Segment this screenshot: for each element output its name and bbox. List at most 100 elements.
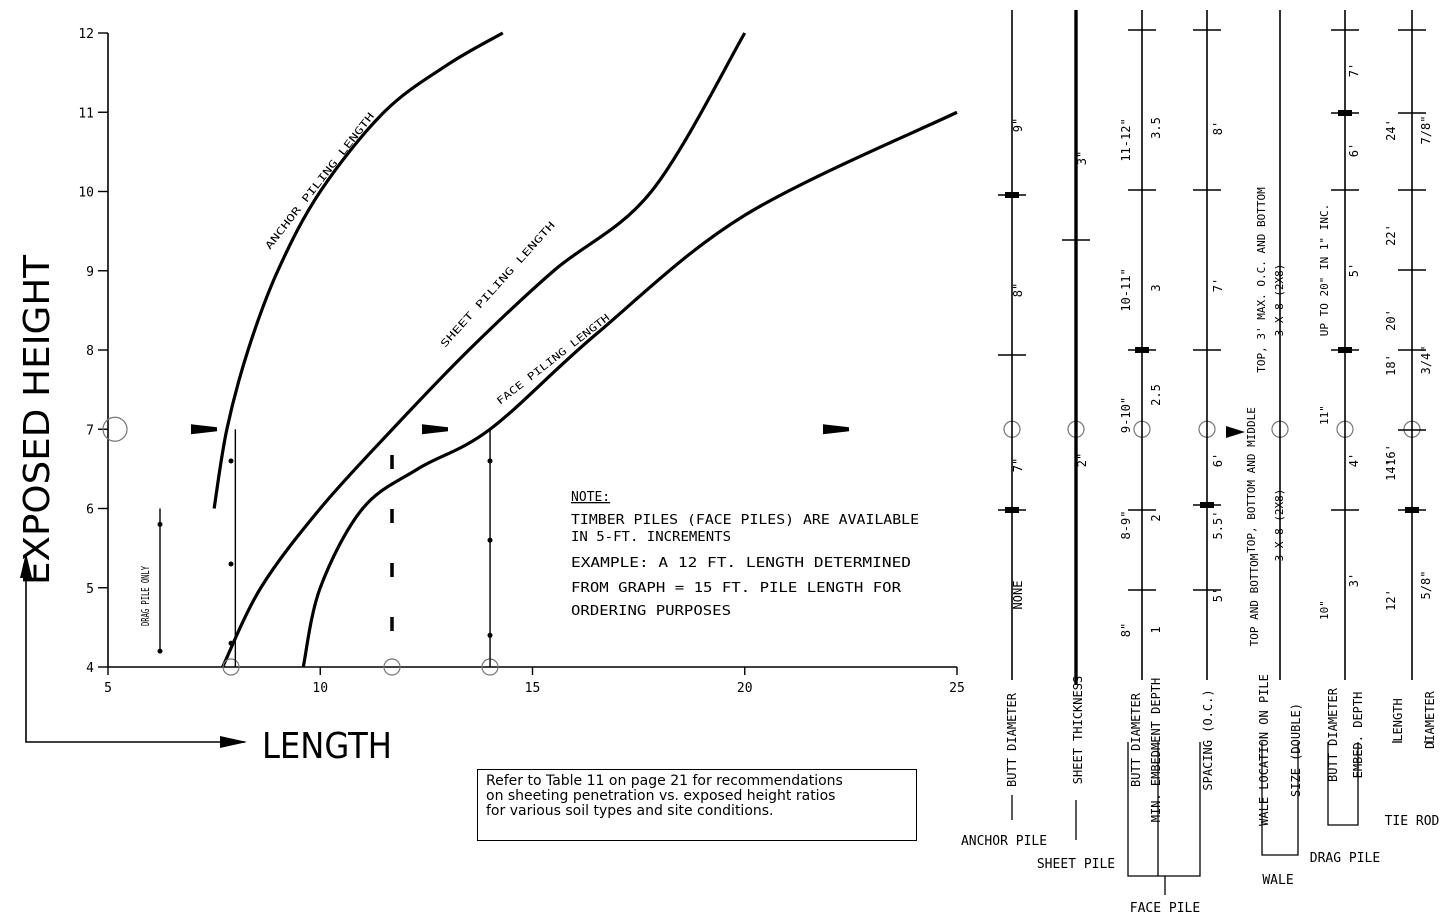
x-tick-label: 10 [312, 681, 328, 696]
reference-note: Refer to Table 11 on page 21 for recomme… [477, 769, 917, 841]
group-label: TIE ROD [1385, 814, 1440, 829]
example-dot [228, 561, 234, 567]
scale-bold-tick [1338, 347, 1352, 353]
x-tick-label: 20 [737, 681, 753, 696]
series-label: FACE PILING LENGTH [495, 313, 612, 408]
example-dot [487, 537, 493, 543]
scale-value-label: 5/8" [1419, 571, 1433, 600]
scale-value-label: 3 X 8 (2X8) [1273, 489, 1286, 562]
scale-value-label: 20' [1384, 309, 1398, 331]
scale-value-label: 7' [1211, 278, 1225, 292]
example-dot [157, 648, 163, 654]
scale-value-label: 24' [1384, 119, 1398, 141]
series-line [301, 110, 958, 668]
chart-note: NOTE: TIMBER PILES (FACE PILES) ARE AVAI… [571, 490, 919, 619]
y-tick-label: 4 [86, 661, 94, 676]
scale-name-label: BUTT DIAMETER [1326, 687, 1340, 782]
x-tick-label: 15 [525, 681, 541, 696]
scale-bold-tick [1405, 507, 1419, 513]
scale-value-label: 3 [1149, 284, 1163, 291]
x-axis-label: LENGTH [262, 726, 392, 767]
x-tick-label: 5 [104, 681, 112, 696]
drag-pile-only-label: DRAG PILE ONLY [139, 566, 152, 626]
group-label: WALE [1262, 873, 1293, 888]
scale-value-label: 2.5 [1149, 384, 1163, 406]
example-arrow [191, 424, 217, 435]
example-arrow [823, 424, 849, 435]
scale-value-label: 12' [1384, 589, 1398, 611]
scale-value-label: 2 [1149, 514, 1163, 521]
scale-value-label: TOP, 3' MAX. O.C. AND BOTTOM [1255, 187, 1268, 373]
reference-note-line: for various soil types and site conditio… [486, 803, 774, 819]
chart-note-line: TIMBER PILES (FACE PILES) ARE AVAILABLE [571, 513, 919, 528]
scale-value-label: 18' [1384, 354, 1398, 376]
scale-name-label: DIAMETER [1423, 690, 1437, 749]
scale-value-label: 11-12" [1119, 118, 1133, 161]
group-label: FACE PILE [1130, 901, 1200, 916]
scale-value-label: 9" [1011, 118, 1025, 132]
example-markers [102, 416, 1421, 676]
y-tick-label: 10 [78, 186, 94, 201]
group-bracket [1261, 742, 1299, 856]
scale-value-label: 3/4" [1419, 346, 1433, 375]
scale-value-label: 8" [1011, 283, 1025, 297]
scale-value-label: 5' [1347, 263, 1361, 277]
scale-value-label: 7" [1011, 458, 1025, 472]
scale-value-label: 3 X 8 (2X8) [1273, 264, 1286, 337]
scale-value-label: 7/8" [1419, 116, 1433, 145]
example-dot [157, 521, 163, 527]
scale-value-label: 8-9" [1119, 511, 1133, 540]
series-label: ANCHOR PILING LENGTH [264, 111, 377, 252]
y-axis-label: EXPOSED HEIGHT [17, 254, 58, 585]
nomograph: 9" 8" 7" NONE 3" 2" 11-12" 10-11" 9-10" 8-9" 8" 3.5… [961, 10, 1440, 916]
group-label: DRAG PILE [1310, 851, 1380, 866]
y-tick-label: 9 [86, 265, 94, 280]
scale-value-label: 4' [1347, 453, 1361, 467]
y-tick-label: 6 [86, 503, 94, 518]
scale-name-label: LENGTH [1391, 698, 1405, 741]
scale-value-label: 8' [1211, 121, 1225, 135]
scale-value-label: 3' [1347, 573, 1361, 587]
scale-name-label: MIN. EMBEDMENT DEPTH [1149, 678, 1163, 823]
reference-note-line: on sheeting penetration vs. exposed heig… [486, 788, 836, 804]
scale-value-label: 1 [1149, 626, 1163, 633]
group-bracket [1127, 742, 1201, 877]
y-tick-label: 11 [78, 106, 94, 121]
scale-value-label: 10" [1318, 600, 1331, 620]
scale-bold-tick [1338, 110, 1352, 116]
scale-value-label: 3" [1075, 151, 1089, 165]
example-dot [487, 632, 493, 638]
example-circle [222, 658, 240, 676]
scale-value-label: 7' [1347, 63, 1361, 77]
scale-value-label: 8" [1119, 623, 1133, 637]
scale-value-label: TOP AND BOTTOM [1248, 553, 1261, 646]
scale-value-label: 10-11" [1119, 268, 1133, 311]
chart-note-title: NOTE: [571, 490, 610, 505]
series-line [212, 31, 504, 509]
scale-value-label: TOP, BOTTOM AND MIDDLE [1245, 407, 1258, 553]
scale-value-label: 6' [1211, 453, 1225, 467]
example-circle [102, 416, 128, 442]
scale-value-label: 16' [1384, 444, 1398, 466]
example-arrow [422, 424, 448, 435]
example-circle [383, 658, 401, 676]
y-tick-label: 12 [78, 27, 94, 42]
group-label: SHEET PILE [1037, 857, 1115, 872]
scale-name-label: SHEET THICKNESS [1071, 676, 1085, 784]
axis-arrows [25, 576, 245, 743]
scale-value-label: 5' [1211, 588, 1225, 602]
scale-value-label: 2" [1075, 453, 1089, 467]
group-label: ANCHOR PILE [961, 834, 1047, 849]
example-dot [228, 458, 234, 464]
group-bracket [1327, 742, 1359, 826]
scale-value-label: 22' [1384, 224, 1398, 246]
scale-value-label: UP TO 20" IN 1" INC. [1318, 204, 1331, 336]
y-arrow-head [20, 553, 32, 578]
scale-value-label: NONE [1011, 581, 1025, 610]
example-dot [228, 640, 234, 646]
chart-note-line: IN 5-FT. INCREMENTS [571, 530, 731, 545]
scale-name-label: WALE LOCATION ON PILE [1257, 674, 1271, 826]
scale-value-label: 11" [1318, 405, 1331, 425]
